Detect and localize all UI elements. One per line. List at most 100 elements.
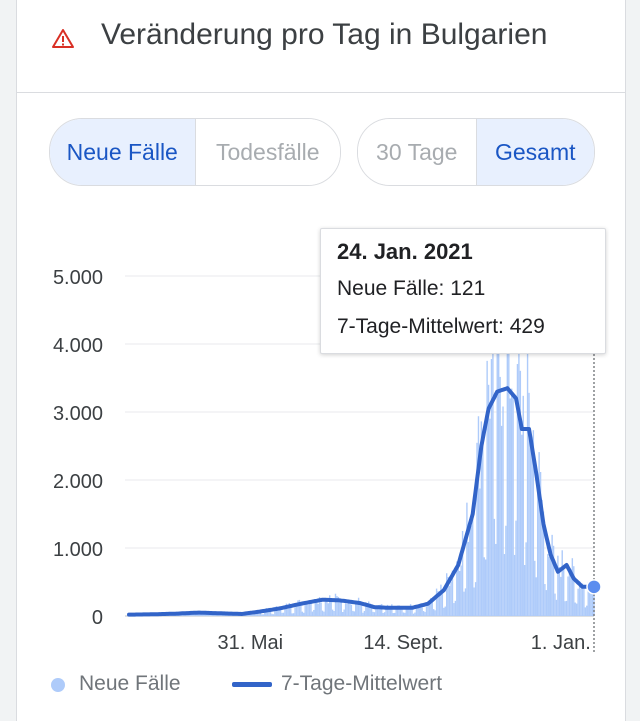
daily-bar (405, 609, 407, 616)
cases-chart[interactable]: 0 1.000 2.000 3.000 4.000 5.000 31. Mai 14. Sep… (17, 0, 625, 670)
toggle-deaths[interactable]: Todesfälle (195, 119, 340, 185)
daily-bar (200, 614, 202, 616)
metric-toggle: Neue Fälle Todesfälle (49, 118, 341, 186)
daily-bar (463, 591, 465, 616)
daily-bar (368, 601, 370, 616)
daily-bar (279, 609, 282, 616)
daily-bar (404, 612, 406, 616)
daily-bar (180, 615, 182, 616)
daily-bar (551, 534, 553, 616)
daily-bar (555, 599, 558, 616)
daily-bar (565, 600, 568, 616)
daily-bar (422, 611, 425, 616)
daily-bar (379, 604, 381, 616)
daily-bar (411, 605, 413, 616)
y-tick-label: 5.000 (53, 267, 103, 289)
daily-bar (479, 488, 481, 616)
daily-bar (359, 601, 361, 616)
daily-bar (509, 398, 511, 616)
daily-bar (531, 445, 533, 616)
daily-bar (500, 425, 503, 616)
daily-bar (398, 605, 400, 616)
daily-bar (495, 543, 497, 616)
daily-bar (327, 603, 329, 616)
toggle-total[interactable]: Gesamt (476, 119, 594, 185)
daily-bar (434, 610, 436, 616)
daily-bar (275, 606, 277, 616)
daily-bar (536, 477, 539, 616)
toggle-new-cases[interactable]: Neue Fälle (50, 119, 195, 185)
daily-bar (548, 556, 550, 616)
daily-bar (499, 376, 501, 616)
daily-bar (366, 603, 368, 616)
daily-bar (313, 609, 315, 616)
daily-bar (453, 603, 455, 616)
daily-bar (497, 318, 500, 616)
daily-bar (342, 612, 344, 616)
daily-bar (545, 590, 548, 616)
daily-bar (326, 598, 328, 616)
daily-bar (518, 349, 520, 616)
daily-bar (435, 588, 438, 616)
highlight-point (586, 579, 602, 595)
daily-bar (562, 566, 565, 616)
daily-bar (544, 584, 546, 616)
daily-bar (344, 603, 347, 616)
daily-bar (321, 610, 324, 616)
daily-bar (408, 607, 410, 616)
daily-bar (318, 597, 321, 616)
daily-bar (378, 605, 380, 616)
page-title: Veränderung pro Tag in Bulgarien (101, 18, 548, 51)
daily-bar (484, 559, 487, 616)
daily-bar (496, 297, 498, 616)
legend-line-swatch (232, 682, 272, 687)
daily-bar (295, 603, 298, 616)
daily-bar (292, 613, 295, 616)
daily-bar (399, 606, 402, 616)
daily-bar (471, 509, 474, 616)
toggle-30-days[interactable]: 30 Tage (358, 119, 476, 185)
daily-bar (438, 592, 441, 616)
y-tick-label: 0 (92, 607, 103, 629)
daily-bar (417, 607, 419, 616)
daily-bar (587, 581, 589, 616)
daily-bar (420, 605, 422, 616)
daily-bar (331, 609, 334, 616)
daily-bar (396, 605, 399, 616)
covid-card: Veränderung pro Tag in Bulgarien Neue Fä… (16, 0, 626, 721)
daily-bar (440, 584, 442, 616)
daily-bar (577, 588, 579, 616)
tooltip-average: 7-Tage-Mittelwert: 429 (337, 315, 545, 338)
daily-bar (376, 606, 379, 616)
daily-bar (557, 555, 559, 616)
daily-bar (570, 572, 572, 616)
daily-bar (269, 608, 272, 616)
daily-bar (381, 604, 383, 616)
daily-bar (210, 615, 213, 616)
daily-bar (395, 607, 397, 616)
daily-bar (568, 569, 571, 616)
daily-bar (591, 580, 594, 616)
daily-bar (298, 599, 301, 616)
daily-bar (360, 602, 363, 616)
daily-bar (362, 612, 364, 616)
daily-bar (492, 318, 494, 616)
daily-bar (490, 359, 493, 616)
y-tick-label: 2.000 (53, 471, 103, 493)
daily-bar (424, 611, 426, 616)
daily-bar (350, 604, 353, 616)
daily-bar (519, 370, 522, 616)
daily-bar (356, 600, 358, 616)
daily-bar (583, 587, 585, 616)
x-tick-label: 1. Jan. (531, 632, 591, 654)
daily-bar (428, 603, 431, 616)
daily-bar (541, 499, 543, 616)
daily-bar (487, 384, 490, 616)
daily-bar (450, 581, 452, 616)
daily-bar (305, 601, 308, 616)
daily-bar (284, 605, 286, 616)
daily-bar (212, 614, 214, 616)
daily-bar (308, 601, 311, 616)
daily-bar (552, 545, 555, 616)
daily-bar (262, 614, 265, 616)
